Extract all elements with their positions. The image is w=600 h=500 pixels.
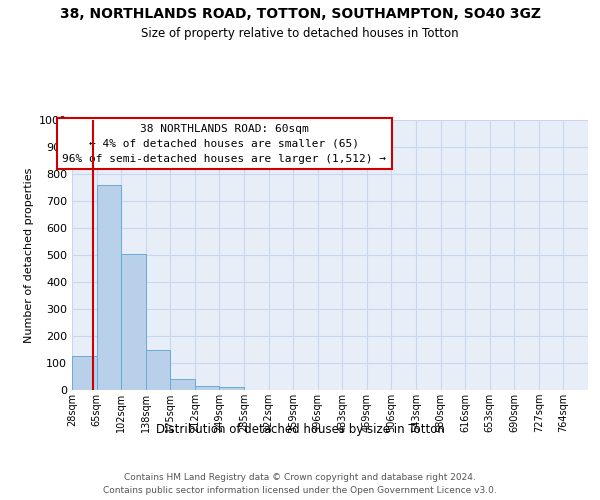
Y-axis label: Number of detached properties: Number of detached properties: [23, 168, 34, 342]
Bar: [72, 356, 97, 390]
Text: Distribution of detached houses by size in Totton: Distribution of detached houses by size …: [155, 422, 445, 436]
Bar: [195, 386, 220, 390]
Bar: [220, 388, 244, 390]
Bar: [170, 379, 195, 390]
Text: Size of property relative to detached houses in Totton: Size of property relative to detached ho…: [141, 28, 459, 40]
Bar: [146, 350, 170, 390]
Text: Contains HM Land Registry data © Crown copyright and database right 2024.: Contains HM Land Registry data © Crown c…: [124, 472, 476, 482]
Bar: [121, 254, 146, 390]
Bar: [97, 185, 121, 390]
Text: 38 NORTHLANDS ROAD: 60sqm
← 4% of detached houses are smaller (65)
96% of semi-d: 38 NORTHLANDS ROAD: 60sqm ← 4% of detach…: [62, 124, 386, 164]
Text: Contains public sector information licensed under the Open Government Licence v3: Contains public sector information licen…: [103, 486, 497, 495]
Text: 38, NORTHLANDS ROAD, TOTTON, SOUTHAMPTON, SO40 3GZ: 38, NORTHLANDS ROAD, TOTTON, SOUTHAMPTON…: [59, 8, 541, 22]
